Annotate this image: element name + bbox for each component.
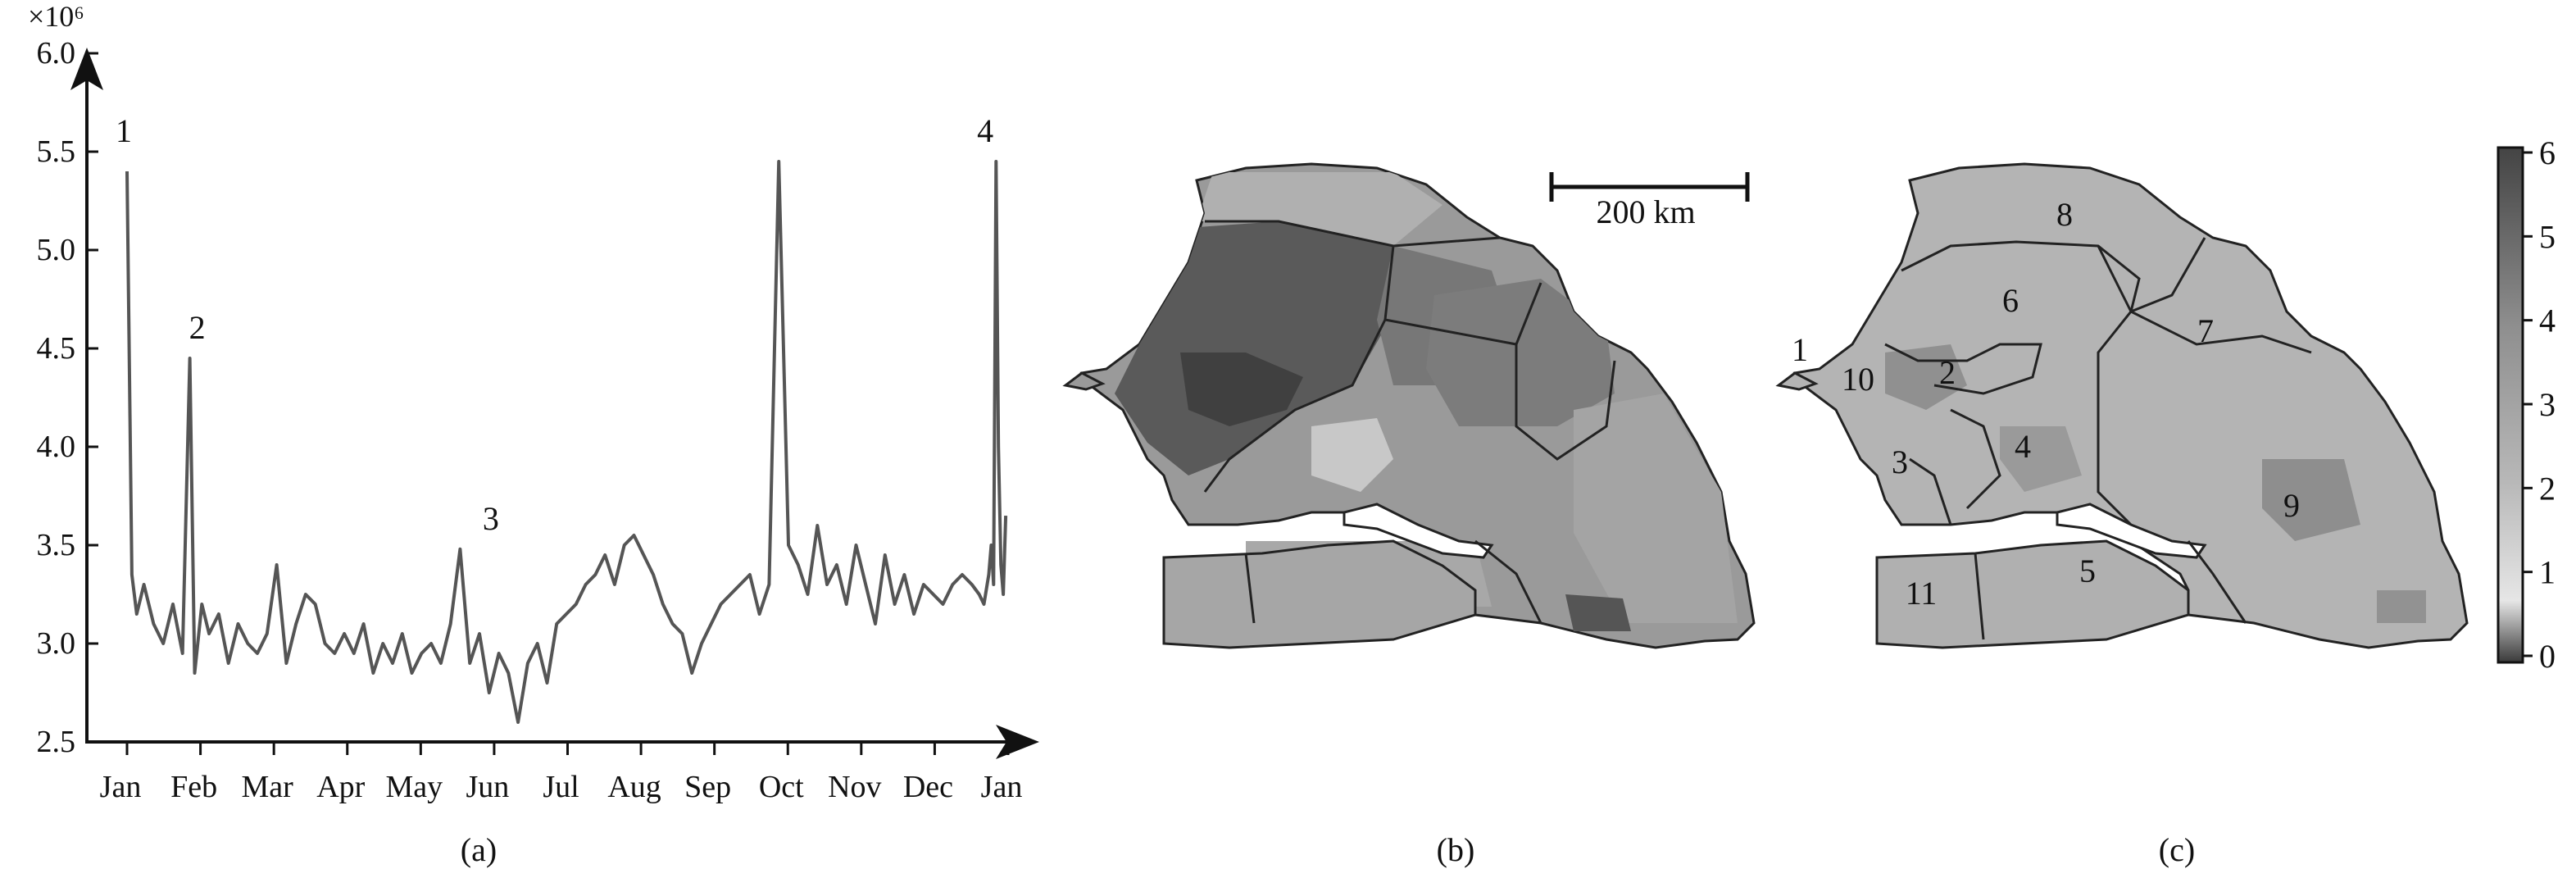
x-tick-label: Sep xyxy=(684,770,731,804)
region-label: 2 xyxy=(1939,354,1956,391)
colorbar-gradient xyxy=(2496,146,2524,664)
annotation-label: 4 xyxy=(977,112,993,149)
colorbar: 0 1 2 3 4 5 6 xyxy=(2496,134,2556,675)
x-tick-label: May xyxy=(386,770,443,804)
region-darkest xyxy=(1180,353,1303,426)
y-tick-label: 4.0 xyxy=(37,430,76,464)
panel-a-line-chart: 2.5 3.0 3.5 4.0 4.5 5.0 5.5 6.0 Jan Feb Mar Apr May… xyxy=(28,0,1039,868)
y-tick-label: 5.0 xyxy=(37,233,76,267)
dakar-peninsula xyxy=(1062,371,1106,391)
gambia-gap xyxy=(1343,503,1494,559)
x-tick-label: Jul xyxy=(543,770,579,804)
region-mid-east xyxy=(1426,279,1615,426)
colorbar-ticks: 0 1 2 3 4 5 6 xyxy=(2523,134,2556,675)
dakar-peninsula xyxy=(1775,371,1819,391)
colorbar-tick-label: 0 xyxy=(2539,638,2556,675)
region-light-center xyxy=(1311,418,1393,492)
region-dark-west xyxy=(1115,221,1393,475)
annotation-label: 3 xyxy=(483,500,499,537)
y-tick-label: 5.5 xyxy=(37,134,76,169)
y-axis-arrowhead xyxy=(70,48,103,90)
colorbar-tick-label: 3 xyxy=(2539,386,2556,423)
series-line xyxy=(125,160,1008,724)
colorbar-tick-label: 5 xyxy=(2539,218,2556,255)
gambia-gap xyxy=(2056,503,2207,559)
y-tick-label: 4.5 xyxy=(37,331,76,366)
colorbar-tick-label: 6 xyxy=(2539,134,2556,171)
region-label: 1 xyxy=(1792,331,1808,368)
map-outline-south xyxy=(1162,539,1477,649)
annotation-label: 1 xyxy=(116,112,132,149)
scale-bar-label: 200 km xyxy=(1596,193,1695,230)
x-axis-ticks: Jan Feb Mar Apr May Jun Jul Aug Sep Oct Nov Dec Jan xyxy=(100,742,1023,804)
x-tick-label: Jun xyxy=(466,770,510,804)
x-tick-label: Oct xyxy=(759,770,804,804)
colorbar-tick-label: 1 xyxy=(2539,554,2556,591)
y-multiplier-label: ×10⁶ xyxy=(28,0,84,33)
x-tick-label: Jan xyxy=(981,770,1023,804)
region-label: 7 xyxy=(2197,312,2214,349)
map-outline-south xyxy=(1875,539,2190,649)
x-tick-label: Nov xyxy=(828,770,881,804)
y-tick-label: 6.0 xyxy=(37,36,76,71)
region-label: 4 xyxy=(2015,428,2031,465)
region-borders xyxy=(1884,237,2312,640)
y-axis-ticks: 2.5 3.0 3.5 4.0 4.5 5.0 5.5 6.0 xyxy=(37,36,98,759)
region-east xyxy=(1574,394,1738,623)
y-tick-label: 3.0 xyxy=(37,626,76,661)
x-tick-label: Apr xyxy=(316,770,365,804)
panel-b-label: (b) xyxy=(1437,831,1475,868)
region-tone-b xyxy=(2000,426,2082,492)
x-tick-label: Jan xyxy=(100,770,142,804)
region-borders xyxy=(1203,220,1616,624)
x-axis-arrowhead xyxy=(996,725,1039,759)
region-label: 10 xyxy=(1842,361,1874,398)
panel-b-map: 200 km (b) xyxy=(1062,162,1756,868)
x-tick-label: Mar xyxy=(242,770,294,804)
annotations: 1 2 3 4 xyxy=(116,112,993,537)
x-tick-label: Dec xyxy=(903,770,953,804)
region-label: 5 xyxy=(2079,553,2096,589)
region-label: 8 xyxy=(2056,196,2073,233)
region-tone-c xyxy=(2262,459,2360,541)
panel-c-label: (c) xyxy=(2159,831,2195,868)
x-tick-label: Feb xyxy=(170,770,217,804)
annotation-label: 2 xyxy=(189,309,206,346)
region-label: 6 xyxy=(2002,282,2019,319)
region-light-north xyxy=(1197,172,1442,246)
region-label: 11 xyxy=(1906,575,1938,612)
region-southeast-dark xyxy=(1565,594,1631,631)
x-tick-label: Aug xyxy=(607,770,661,804)
panel-c-map: 1 2 3 4 5 6 7 8 9 10 11 (c) xyxy=(1775,162,2469,868)
y-tick-label: 2.5 xyxy=(37,725,76,759)
panel-a-label: (a) xyxy=(461,831,497,868)
region-tone-d xyxy=(2377,590,2426,623)
colorbar-tick-label: 2 xyxy=(2539,470,2556,507)
region-label: 3 xyxy=(1892,444,1908,480)
region-labels: 1 2 3 4 5 6 7 8 9 10 11 xyxy=(1792,196,2300,612)
region-label: 9 xyxy=(2283,487,2300,524)
colorbar-tick-label: 4 xyxy=(2539,303,2556,339)
y-tick-label: 3.5 xyxy=(37,528,76,562)
